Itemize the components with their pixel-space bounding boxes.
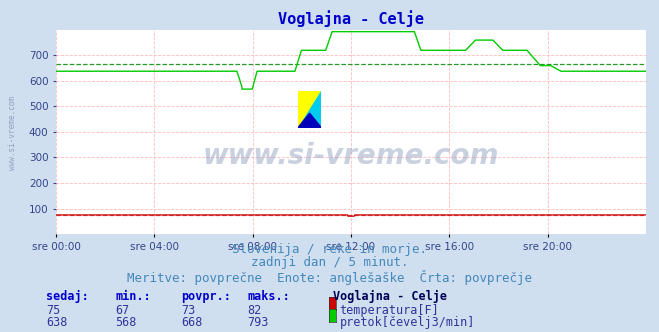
Text: min.:: min.: (115, 290, 151, 302)
Text: Slovenija / reke in morje.: Slovenija / reke in morje. (232, 243, 427, 256)
Text: Voglajna - Celje: Voglajna - Celje (333, 290, 447, 302)
Text: 568: 568 (115, 316, 136, 329)
Text: zadnji dan / 5 minut.: zadnji dan / 5 minut. (251, 256, 408, 269)
Text: www.si-vreme.com: www.si-vreme.com (8, 96, 17, 170)
Text: povpr.:: povpr.: (181, 290, 231, 302)
Text: maks.:: maks.: (247, 290, 290, 302)
Text: www.si-vreme.com: www.si-vreme.com (203, 142, 499, 170)
Text: 73: 73 (181, 304, 196, 317)
Text: 67: 67 (115, 304, 130, 317)
Text: 75: 75 (46, 304, 61, 317)
Text: Meritve: povprečne  Enote: anglešaške  Črta: povprečje: Meritve: povprečne Enote: anglešaške Črt… (127, 270, 532, 285)
Title: Voglajna - Celje: Voglajna - Celje (278, 11, 424, 27)
Text: 638: 638 (46, 316, 67, 329)
Text: sedaj:: sedaj: (46, 290, 89, 302)
Text: temperatura[F]: temperatura[F] (339, 304, 439, 317)
Text: 793: 793 (247, 316, 268, 329)
Text: pretok[čevelj3/min]: pretok[čevelj3/min] (339, 316, 474, 329)
Text: 82: 82 (247, 304, 262, 317)
Text: 668: 668 (181, 316, 202, 329)
